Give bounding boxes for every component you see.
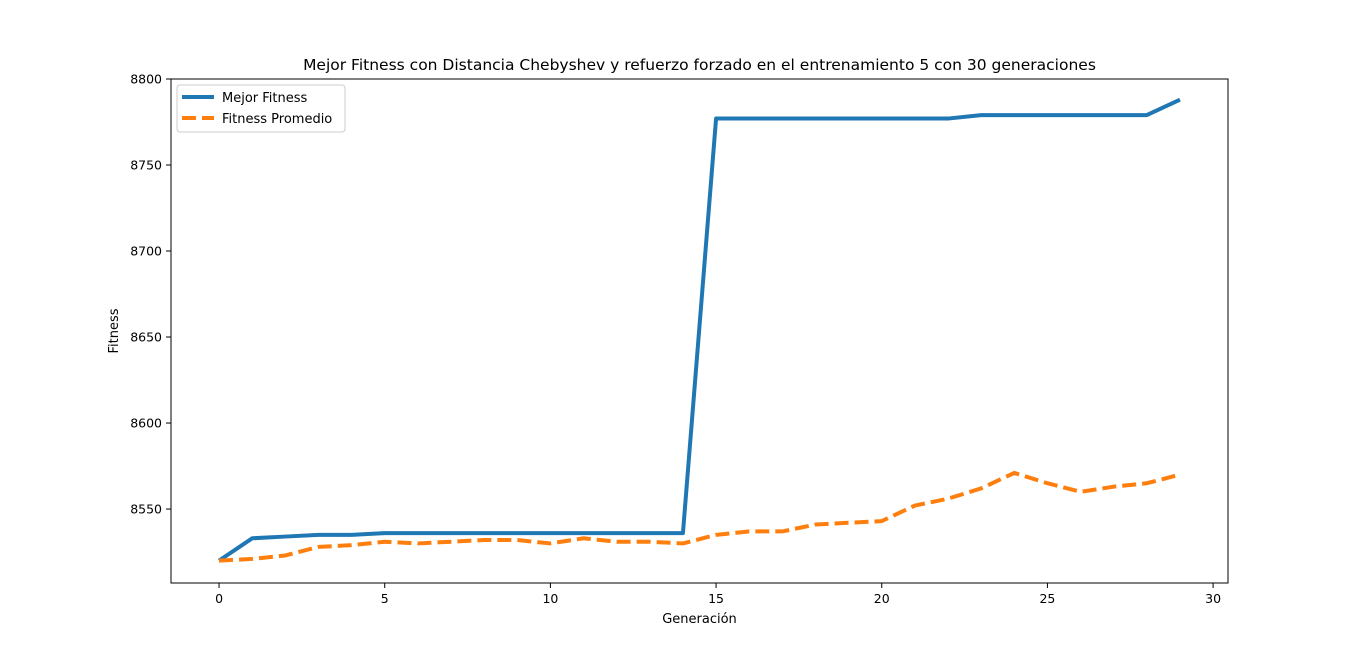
- plot-frame: [170, 78, 1229, 584]
- y-tick-label: 8550: [130, 502, 162, 517]
- legend-label-mejor-fitness: Mejor Fitness: [222, 91, 308, 106]
- y-tick-label: 8650: [130, 330, 162, 345]
- series-line-mejor-fitness: [217, 97, 1181, 563]
- y-axis: 8550 8600 8650 8700 8750 8800: [130, 72, 171, 517]
- y-tick-label: 8600: [130, 416, 162, 431]
- x-tick-label: 5: [381, 591, 389, 606]
- legend-box: [176, 84, 346, 133]
- x-tick-label: 10: [542, 591, 558, 606]
- x-tick-label: 25: [1039, 591, 1055, 606]
- y-tick-label: 8700: [130, 244, 162, 259]
- x-tick-label: 30: [1205, 591, 1221, 606]
- legend: Mejor Fitness Fitness Promedio: [176, 84, 346, 133]
- x-tick-label: 15: [708, 591, 724, 606]
- y-tick-label: 8750: [130, 158, 162, 173]
- legend-label-fitness-promedio: Fitness Promedio: [222, 112, 332, 127]
- chart-title: Mejor Fitness con Distancia Chebyshev y …: [303, 56, 1096, 74]
- x-tick-label: 20: [874, 591, 890, 606]
- y-tick-label: 8800: [130, 72, 162, 87]
- y-axis-label: Fitness: [107, 308, 122, 353]
- series-layer: [217, 97, 1181, 563]
- series-line-fitness-promedio: [218, 470, 1181, 563]
- x-axis-label: Generación: [662, 612, 737, 627]
- x-tick-label: 0: [215, 591, 223, 606]
- x-axis: 0 5 10 15 20 25 30: [215, 583, 1221, 606]
